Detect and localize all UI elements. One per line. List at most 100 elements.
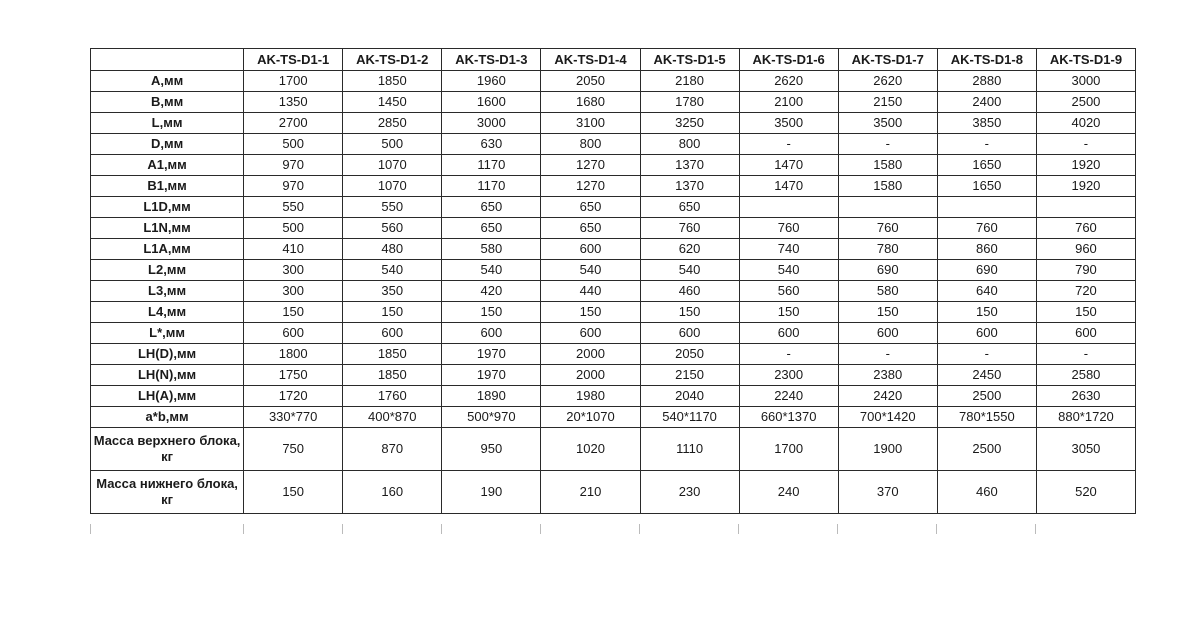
row-label: L4,мм [89,301,245,323]
table-cell: 2100 [738,91,839,113]
table-row: LH(A),мм 1720 1760 1890 1980 2040 2240 2420 2500… [89,385,1137,407]
column-header: AK-TS-D1-1 [243,48,344,71]
table-cell: 3050 [1035,427,1137,471]
table-cell [738,196,839,218]
table-cell [1035,196,1137,218]
table-cell: 2050 [540,70,641,92]
table-cell: 1850 [342,70,443,92]
table-cell: 950 [441,427,542,471]
table-cell: 650 [441,196,542,218]
grid-stub [90,524,91,534]
table-cell: 2500 [936,385,1037,407]
corner-cell [89,48,245,71]
row-label: LH(D),мм [89,343,245,365]
table-row: L1A,мм 410 480 580 600 620 740 780 860 960 [89,238,1137,260]
table-cell: 2500 [936,427,1037,471]
table-cell: 650 [540,196,641,218]
table-cell: 1960 [441,70,542,92]
table-cell: 2850 [342,112,443,134]
row-label: LH(N),мм [89,364,245,386]
grid-stubs [90,524,1136,534]
table-cell: 540 [540,259,641,281]
table-row: L1N,мм 500 560 650 650 760 760 760 760 760 [89,217,1137,239]
table-cell: 190 [441,470,542,514]
table-cell: 2240 [738,385,839,407]
table-cell: 640 [936,280,1037,302]
table-cell: 2880 [936,70,1037,92]
table-cell: 240 [738,470,839,514]
table-cell: 1270 [540,154,641,176]
table-cell: 160 [342,470,443,514]
table-cell: 2300 [738,364,839,386]
table-row: B,мм 1350 1450 1600 1680 1780 2100 2150 2400 2500 [89,91,1137,113]
table-cell: 20*1070 [540,406,641,428]
table-cell: 1890 [441,385,542,407]
column-header: AK-TS-D1-2 [342,48,443,71]
table-cell: 1720 [243,385,344,407]
grid-stub [639,524,640,534]
table-cell: 1170 [441,175,542,197]
table-cell: 600 [639,322,740,344]
row-label: L3,мм [89,280,245,302]
table-row: A,мм 1700 1850 1960 2050 2180 2620 2620 2880 3000 [89,70,1137,92]
table-cell: 600 [441,322,542,344]
table-cell: 600 [342,322,443,344]
column-header: AK-TS-D1-9 [1035,48,1137,71]
table-cell: - [738,343,839,365]
row-label: L2,мм [89,259,245,281]
table-cell: 690 [837,259,938,281]
table-cell: 150 [540,301,641,323]
table-cell: 520 [1035,470,1137,514]
table-cell: - [837,133,938,155]
table-cell: 150 [243,470,344,514]
table-cell: - [1035,133,1137,155]
table-cell: 600 [540,238,641,260]
table-row: L*,мм 600 600 600 600 600 600 600 600 600 [89,322,1137,344]
row-label: L1N,мм [89,217,245,239]
table-cell: 1580 [837,154,938,176]
row-label: Масса верхнего блока, кг [89,427,245,471]
table-cell: 2620 [738,70,839,92]
table-cell: 580 [441,238,542,260]
table-row: L,мм 2700 2850 3000 3100 3250 3500 3500 3850 4020 [89,112,1137,134]
table-cell: 1580 [837,175,938,197]
table-cell: 1450 [342,91,443,113]
table-cell: 2380 [837,364,938,386]
table-cell: 540 [639,259,740,281]
table-row: L1D,мм 550 550 650 650 650 [89,196,1137,218]
table-cell: 790 [1035,259,1137,281]
table-cell: 500 [243,217,344,239]
table-cell: 780*1550 [936,406,1037,428]
table-cell: 760 [837,217,938,239]
table-cell: 1800 [243,343,344,365]
table-row: A1,мм 970 1070 1170 1270 1370 1470 1580 1650 1920 [89,154,1137,176]
table-cell: 630 [441,133,542,155]
table-cell: 720 [1035,280,1137,302]
table-row: D,мм 500 500 630 800 800- - - - [89,133,1137,155]
table-cell: 2700 [243,112,344,134]
table-cell: 480 [342,238,443,260]
table-cell: - [936,343,1037,365]
column-header: AK-TS-D1-5 [639,48,740,71]
table-cell: 760 [1035,217,1137,239]
table-cell: 3500 [837,112,938,134]
table-cell: 740 [738,238,839,260]
row-label: Масса нижнего блока, кг [89,470,245,514]
table-cell: 1070 [342,154,443,176]
table-cell: 300 [243,280,344,302]
grid-stub [441,524,442,534]
table-cell: 150 [342,301,443,323]
column-header: AK-TS-D1-6 [738,48,839,71]
table-cell: 1700 [738,427,839,471]
table-cell: 150 [441,301,542,323]
column-header: AK-TS-D1-4 [540,48,641,71]
table-cell: 2580 [1035,364,1137,386]
table-cell: 750 [243,427,344,471]
table-cell: 540 [441,259,542,281]
table-cell: 690 [936,259,1037,281]
table-cell: 330*770 [243,406,344,428]
table-cell: 150 [1035,301,1137,323]
row-label: L*,мм [89,322,245,344]
table-cell: 500 [342,133,443,155]
table-cell: 1920 [1035,175,1137,197]
